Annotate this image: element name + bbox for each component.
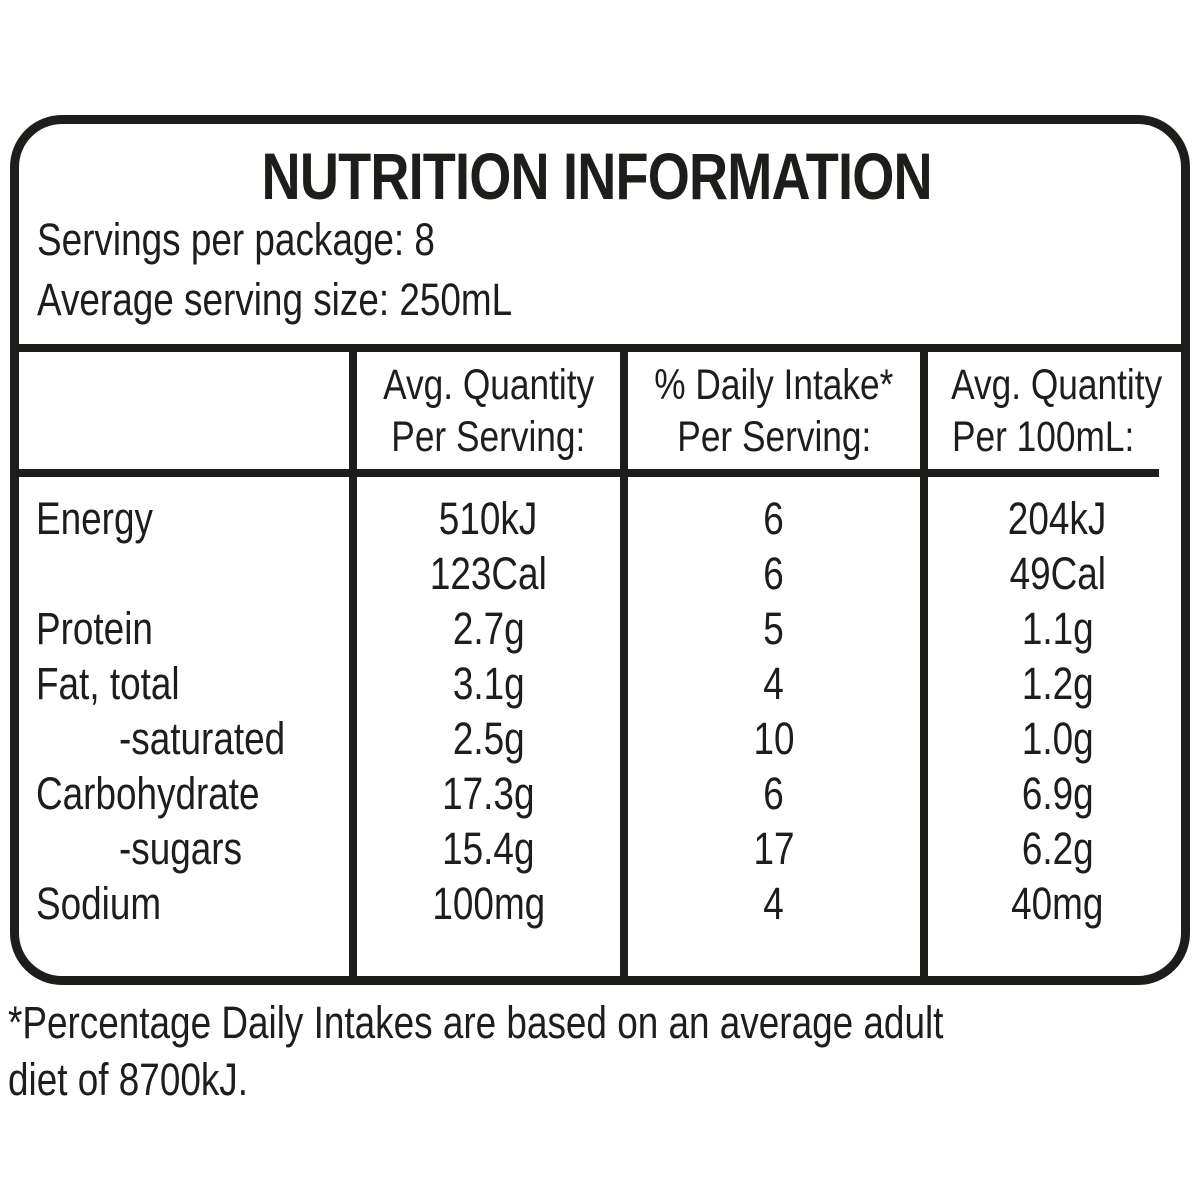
per-100ml-energy-cal: 49Cal	[1009, 548, 1106, 599]
column-nutrient-labels: Energy Protein Fat, total -saturated Car…	[19, 352, 349, 976]
row-label-saturated: -saturated	[119, 713, 286, 764]
per-serving-fat-total: 3.1g	[452, 658, 525, 709]
per-100ml-carbohydrate: 6.9g	[1021, 768, 1094, 819]
column-daily-intake-per-serving: % Daily Intake* Per Serving: 6 6 5 4 10 …	[620, 352, 920, 976]
daily-intake-footnote: *Percentage Daily Intakes are based on a…	[8, 994, 1196, 1108]
per-100ml-energy-kj: 204kJ	[1008, 493, 1107, 544]
row-label-protein: Protein	[36, 603, 153, 654]
panel-title-text: NUTRITION INFORMATION	[261, 139, 933, 213]
nutrition-panel: NUTRITION INFORMATION Servings per packa…	[10, 115, 1190, 985]
row-label-fat-total: Fat, total	[36, 658, 180, 709]
daily-intake-energy-kj: 6	[763, 493, 785, 544]
per-serving-carbohydrate: 17.3g	[442, 768, 535, 819]
column-header-per-serving: Avg. Quantity Per Serving:	[357, 352, 620, 477]
daily-intake-cells: 6 6 5 4 10 6 17 4	[628, 477, 920, 931]
per-serving-energy-kj: 510kJ	[439, 493, 538, 544]
per-serving-sugars: 15.4g	[442, 823, 535, 874]
row-label-energy-cal	[19, 546, 349, 601]
per-100ml-sodium: 40mg	[1011, 878, 1104, 929]
per-serving-energy-cal: 123Cal	[430, 548, 547, 599]
row-label-carbohydrate: Carbohydrate	[36, 768, 260, 819]
per-100ml-saturated: 1.0g	[1021, 713, 1094, 764]
panel-intro: NUTRITION INFORMATION Servings per packa…	[19, 124, 1181, 344]
per-serving-protein: 2.7g	[452, 603, 525, 654]
daily-intake-carbohydrate: 6	[763, 768, 785, 819]
footnote-line-1: *Percentage Daily Intakes are based on a…	[8, 997, 944, 1048]
daily-intake-protein: 5	[763, 603, 785, 654]
serving-size-line: Average serving size: 250mL	[37, 274, 513, 325]
daily-intake-saturated: 10	[753, 713, 795, 764]
daily-intake-fat-total: 4	[763, 658, 785, 709]
column-header-daily-intake: % Daily Intake* Per Serving:	[628, 352, 920, 477]
daily-intake-sugars: 17	[753, 823, 795, 874]
daily-intake-energy-cal: 6	[763, 548, 785, 599]
per-serving-cells: 510kJ 123Cal 2.7g 3.1g 2.5g 17.3g 15.4g …	[357, 477, 620, 931]
daily-intake-sodium: 4	[763, 878, 785, 929]
per-serving-sodium: 100mg	[432, 878, 545, 929]
column-avg-quantity-per-100ml: Avg. Quantity Per 100mL: 204kJ 49Cal 1.1…	[920, 352, 1162, 976]
nutrition-table: Energy Protein Fat, total -saturated Car…	[19, 344, 1181, 976]
per-100ml-cells: 204kJ 49Cal 1.1g 1.2g 1.0g 6.9g 6.2g 40m…	[928, 477, 1159, 931]
column-header-per-100ml: Avg. Quantity Per 100mL:	[928, 352, 1162, 477]
nutrient-label-cells: Energy Protein Fat, total -saturated Car…	[19, 477, 349, 931]
per-serving-saturated: 2.5g	[452, 713, 525, 764]
per-100ml-fat-total: 1.2g	[1021, 658, 1094, 709]
panel-title: NUTRITION INFORMATION	[37, 142, 1157, 210]
row-label-energy: Energy	[36, 493, 153, 544]
column-header-empty	[19, 352, 349, 477]
per-100ml-protein: 1.1g	[1021, 603, 1094, 654]
column-avg-quantity-per-serving: Avg. Quantity Per Serving: 510kJ 123Cal …	[349, 352, 620, 976]
per-100ml-sugars: 6.2g	[1021, 823, 1094, 874]
row-label-sugars: -sugars	[119, 823, 243, 874]
row-label-sodium: Sodium	[36, 878, 162, 929]
servings-per-package-line: Servings per package: 8	[37, 214, 435, 265]
footnote-line-2: diet of 8700kJ.	[8, 1054, 249, 1105]
